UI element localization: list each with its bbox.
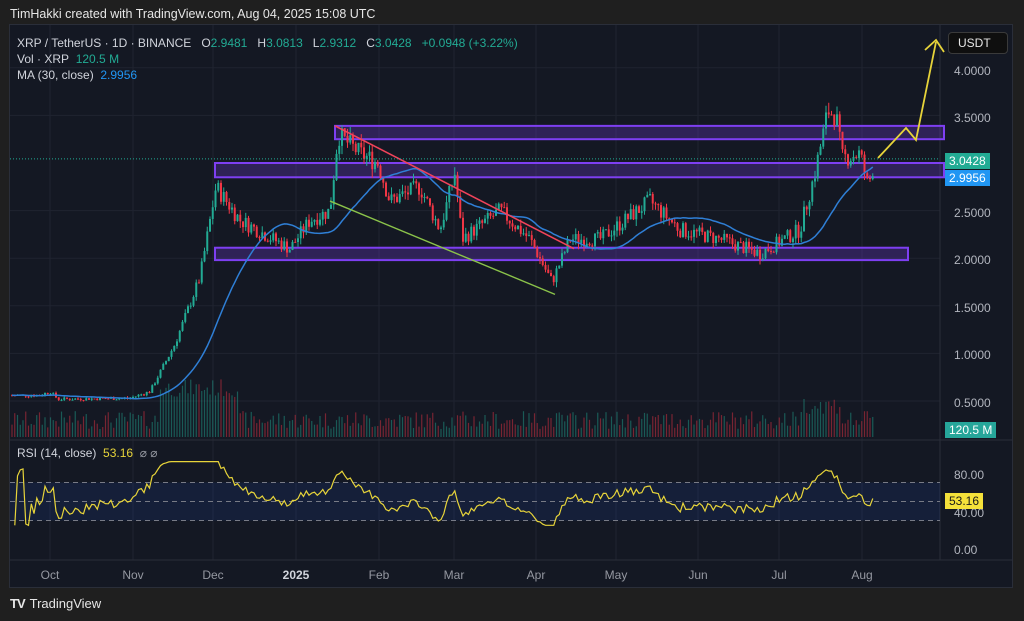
chart-caption: TimHakki created with TradingView.com, A… xyxy=(10,7,376,21)
tradingview-logo-icon: TV xyxy=(10,596,26,611)
price-axis-label: 2.0000 xyxy=(954,253,991,267)
time-axis-label: Jul xyxy=(771,568,787,582)
price-axis-label: 2.5000 xyxy=(954,206,991,220)
rsi-tag: 53.16 xyxy=(945,493,984,509)
tradingview-brand[interactable]: TV TradingView xyxy=(10,596,102,611)
change-value: +0.0948 (+3.22%) xyxy=(421,36,518,50)
time-axis-label: Dec xyxy=(202,568,224,582)
rsi-axis-label: 40.00 xyxy=(954,506,985,520)
low-value: 2.9312 xyxy=(319,36,357,50)
volume-tag: 120.5 M xyxy=(945,422,997,438)
symbol-title[interactable]: XRP / TetherUS · 1D · BINANCE xyxy=(17,36,192,50)
ohlc-row: XRP / TetherUS · 1D · BINANCE O2.9481 H3… xyxy=(17,36,518,50)
ma-value: 2.9956 xyxy=(100,68,138,82)
rsi-axis-label: 80.00 xyxy=(954,468,985,482)
time-axis-label: Apr xyxy=(526,568,546,582)
rsi-value: 53.16 xyxy=(103,446,134,460)
ma-legend[interactable]: MA (30, close) 2.9956 xyxy=(17,68,138,82)
open-value: 2.9481 xyxy=(210,36,248,50)
main-legend: XRP / TetherUS · 1D · BINANCE O2.9481 H3… xyxy=(17,35,518,83)
price-axis-label: 3.5000 xyxy=(954,111,991,125)
volume-value: 120.5 M xyxy=(75,52,120,66)
price-axis-label: 1.5000 xyxy=(954,301,991,315)
time-axis-label: Feb xyxy=(368,568,390,582)
volume-legend[interactable]: Vol · XRP 120.5 M xyxy=(17,52,120,66)
price-axis-label: 1.0000 xyxy=(954,348,991,362)
time-axis-label: Mar xyxy=(443,568,465,582)
time-axis-label: Aug xyxy=(851,568,873,582)
ma-price-tag: 2.9956 xyxy=(945,170,990,186)
close-value: 3.0428 xyxy=(374,36,412,50)
currency-button[interactable]: USDT xyxy=(948,32,1008,54)
rsi-legend[interactable]: RSI (14, close) 53.16 ⌀ ⌀ xyxy=(17,446,158,460)
time-axis-label: May xyxy=(604,568,628,582)
time-axis-label: Oct xyxy=(40,568,60,582)
time-axis-label: 2025 xyxy=(282,568,310,582)
price-axis-label: 0.5000 xyxy=(954,396,991,410)
rsi-na-icons: ⌀ ⌀ xyxy=(139,446,158,460)
high-value: 3.0813 xyxy=(266,36,303,50)
time-axis-label: Nov xyxy=(122,568,144,582)
close-price-tag: 3.0428 xyxy=(945,153,990,169)
rsi-axis-label: 0.00 xyxy=(954,543,978,557)
price-axis-label: 4.0000 xyxy=(954,64,991,78)
time-axis-label: Jun xyxy=(688,568,708,582)
